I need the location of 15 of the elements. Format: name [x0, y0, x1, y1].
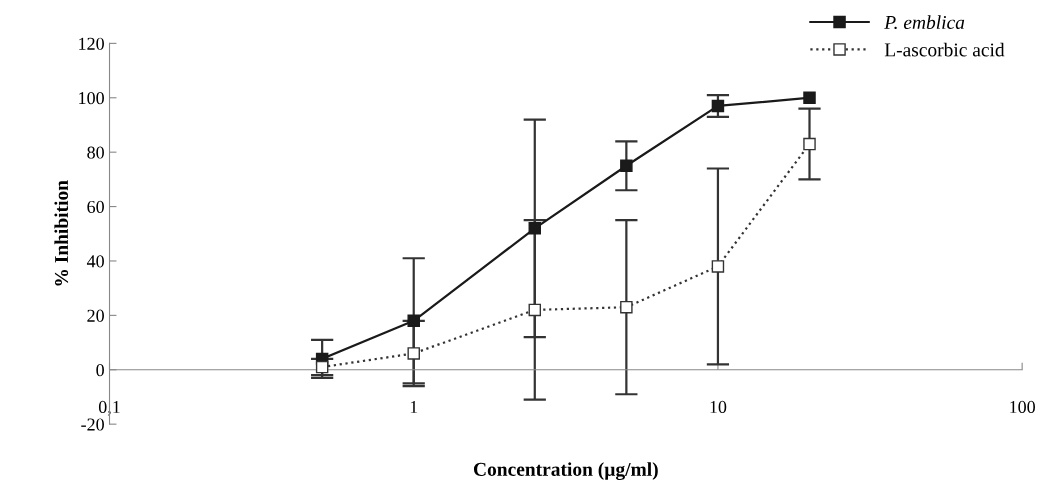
y-tick-label: 60: [87, 200, 104, 214]
legend-label: L-ascorbic acid: [884, 42, 1005, 57]
x-tick-label: 10: [710, 400, 727, 414]
y-tick-label: 0: [96, 364, 104, 377]
x-axis-title: Concentration (µg/ml): [473, 462, 658, 481]
y-axis-title: % Inhibition: [54, 180, 69, 286]
legend-label: P. emblica: [884, 15, 965, 30]
y-tick-label: 100: [79, 92, 104, 105]
y-tick-label: 80: [87, 146, 104, 159]
x-tick-label: 100: [1010, 400, 1035, 414]
y-tick-label: 120: [79, 37, 104, 50]
y-tick-label: 20: [87, 309, 104, 322]
y-tick-label: 40: [86, 255, 104, 268]
x-tick-label: 1: [410, 400, 418, 413]
y-tick-label: -20: [81, 418, 104, 431]
